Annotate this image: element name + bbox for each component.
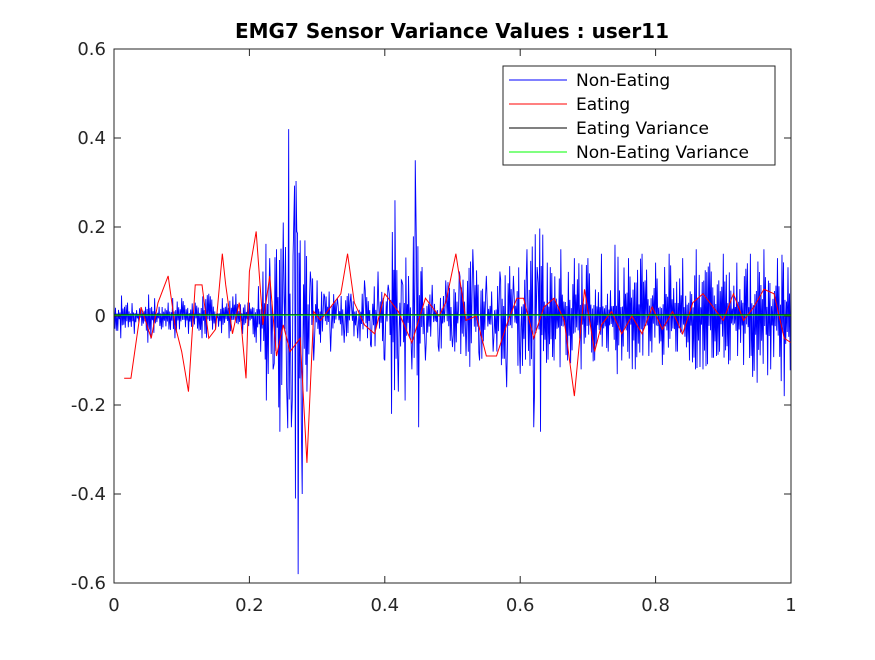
series-line-non-eating (113, 129, 792, 575)
y-tick-label: 0.4 (77, 128, 106, 149)
x-tick-label: 0.6 (506, 595, 535, 616)
y-tick-label: 0.6 (77, 39, 106, 60)
legend-label-eating: Eating (576, 95, 630, 115)
legend: Non-Eating Eating Eating Variance Non-Eatin… (502, 65, 776, 166)
x-tick-label: 0.4 (370, 595, 399, 616)
legend-label-non-eating: Non-Eating (576, 71, 670, 91)
y-tick-label: 0.2 (77, 217, 106, 238)
y-tick-label: -0.2 (71, 395, 106, 416)
series-line-eating (124, 231, 792, 463)
y-tick-label: -0.6 (71, 573, 106, 594)
x-tick-label: 0.8 (641, 595, 670, 616)
x-tick-label: 0.2 (235, 595, 264, 616)
x-tick-label: 1 (785, 595, 796, 616)
y-tick-label: -0.4 (71, 484, 106, 505)
x-tick-label: 0 (108, 595, 119, 616)
chart-title: EMG7 Sensor Variance Values : user11 (235, 19, 669, 43)
series-layer (113, 129, 792, 575)
y-tick-label: 0 (95, 306, 106, 327)
legend-box (502, 65, 776, 166)
legend-label-non-eating-variance: Non-Eating Variance (576, 143, 749, 163)
legend-label-eating-variance: Eating Variance (576, 119, 709, 139)
tick-layer: 0 0.2 0.4 0.6 0.8 1 -0.6 -0.4 -0.2 0 0.2 0.4 0.6 (71, 39, 797, 616)
